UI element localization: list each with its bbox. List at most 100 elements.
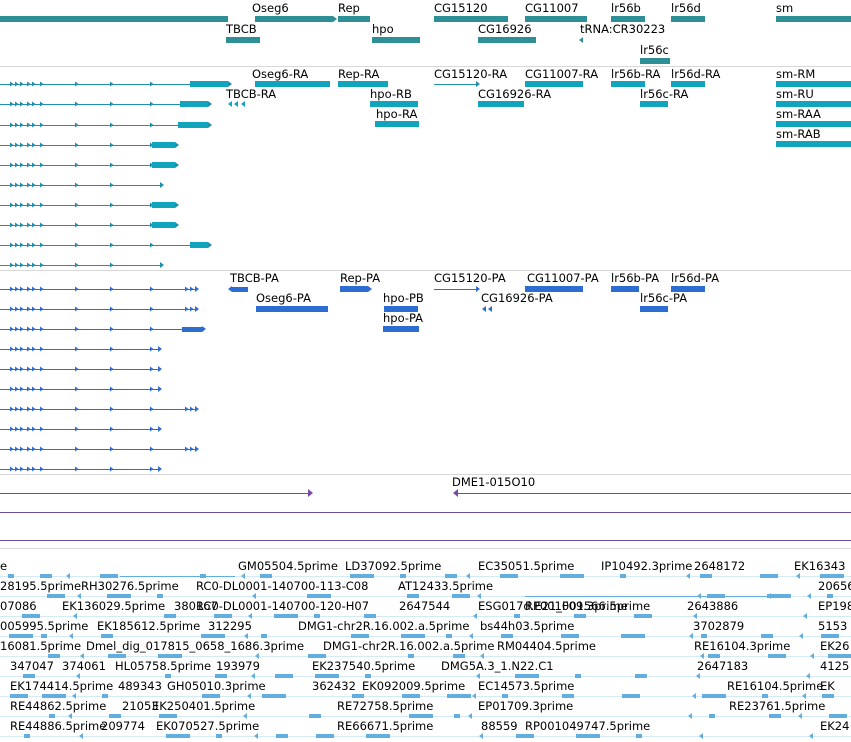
est-label[interactable]: RE16104.3prime xyxy=(694,639,791,653)
transcript-glyph[interactable] xyxy=(370,101,418,107)
exon-arrow[interactable] xyxy=(40,386,44,392)
est-label[interactable]: LD37092.5prime xyxy=(345,559,442,573)
exon-arrow[interactable] xyxy=(20,242,24,248)
exon-arrow[interactable] xyxy=(190,286,194,292)
est-glyph[interactable] xyxy=(562,694,574,698)
est-glyph[interactable] xyxy=(827,594,833,598)
est-glyph[interactable] xyxy=(560,574,584,578)
exon-arrow[interactable] xyxy=(10,386,14,392)
exon-arrow[interactable] xyxy=(27,286,31,292)
exon-arrow[interactable] xyxy=(27,182,31,188)
est-label[interactable]: 20656 xyxy=(818,579,851,593)
est-glyph[interactable] xyxy=(500,574,518,578)
est-label[interactable]: 07086 xyxy=(0,599,37,613)
exon-arrow[interactable] xyxy=(40,346,44,352)
exon-arrow[interactable] xyxy=(10,366,14,372)
exon-arrow[interactable] xyxy=(32,426,36,432)
est-label[interactable]: EK16343 xyxy=(794,559,846,573)
exon-arrow[interactable] xyxy=(75,286,79,292)
transcript-glyph[interactable] xyxy=(152,162,175,168)
est-glyph[interactable] xyxy=(514,614,520,618)
exon-arrow[interactable] xyxy=(32,446,36,452)
exon-arrow[interactable] xyxy=(150,222,154,228)
exon-arrow[interactable] xyxy=(15,346,19,352)
exon-arrow[interactable] xyxy=(40,306,44,312)
transcript-glyph[interactable] xyxy=(228,81,232,87)
est-glyph[interactable] xyxy=(216,734,222,738)
exon-arrow[interactable] xyxy=(10,182,14,188)
est-glyph[interactable] xyxy=(760,574,778,578)
est-glyph[interactable] xyxy=(561,634,579,638)
exon-arrow[interactable] xyxy=(75,262,79,268)
est-label[interactable]: 209774 xyxy=(101,719,145,733)
est-glyph[interactable] xyxy=(308,654,326,658)
exon-arrow[interactable] xyxy=(185,306,189,312)
exon-arrow[interactable] xyxy=(27,346,31,352)
est-glyph[interactable] xyxy=(214,614,232,618)
exon-arrow[interactable] xyxy=(110,142,114,148)
est-label[interactable]: GH05010.3prime xyxy=(167,679,266,693)
est-glyph[interactable] xyxy=(802,693,806,699)
exon-arrow[interactable] xyxy=(110,326,114,332)
est-glyph[interactable] xyxy=(806,673,810,679)
est-label[interactable]: 2643886 xyxy=(687,599,739,613)
est-glyph[interactable] xyxy=(274,614,298,618)
est-glyph[interactable] xyxy=(48,654,60,658)
est-label[interactable]: EK xyxy=(820,679,835,693)
est-glyph[interactable] xyxy=(820,574,844,578)
est-label[interactable]: EK26 xyxy=(820,639,850,653)
exon-arrow[interactable] xyxy=(150,306,154,312)
est-label[interactable]: HL05758.5prime xyxy=(115,659,212,673)
est-glyph[interactable] xyxy=(80,653,84,659)
est-glyph[interactable] xyxy=(480,653,484,659)
transcript-glyph[interactable] xyxy=(190,242,208,248)
exon-arrow[interactable] xyxy=(32,101,36,107)
est-glyph[interactable] xyxy=(23,674,35,678)
est-glyph[interactable] xyxy=(472,693,476,699)
exon-arrow[interactable] xyxy=(75,346,79,352)
exon-arrow[interactable] xyxy=(40,326,44,332)
transcript-glyph[interactable] xyxy=(525,81,583,87)
exon-arrow[interactable] xyxy=(150,286,154,292)
est-glyph[interactable] xyxy=(201,634,225,638)
protein-glyph[interactable] xyxy=(195,406,199,412)
est-label[interactable]: EK250401.5prime xyxy=(152,699,256,713)
exon-arrow[interactable] xyxy=(20,202,24,208)
protein-glyph[interactable] xyxy=(158,426,162,432)
exon-arrow[interactable] xyxy=(20,162,24,168)
transcript-glyph[interactable] xyxy=(671,81,705,87)
est-glyph[interactable] xyxy=(247,693,251,699)
exon-arrow[interactable] xyxy=(40,366,44,372)
exon-arrow[interactable] xyxy=(15,202,19,208)
transcript-glyph[interactable] xyxy=(241,101,245,107)
gene-glyph[interactable] xyxy=(640,58,670,64)
est-label[interactable]: EP198 xyxy=(818,599,851,613)
est-label[interactable]: 16081.5prime xyxy=(0,639,82,653)
exon-arrow[interactable] xyxy=(15,406,19,412)
gene-glyph[interactable] xyxy=(579,37,583,43)
est-label[interactable]: RE16104.5prime xyxy=(727,679,824,693)
exon-arrow[interactable] xyxy=(32,142,36,148)
protein-label[interactable]: lr56c-PA xyxy=(640,291,688,305)
gene-glyph[interactable] xyxy=(0,16,228,22)
transcript-glyph[interactable] xyxy=(776,121,851,127)
est-label[interactable]: EK092009.5prime xyxy=(362,679,466,693)
exon-arrow[interactable] xyxy=(32,466,36,472)
gene-glyph[interactable] xyxy=(333,16,337,22)
exon-arrow[interactable] xyxy=(75,202,79,208)
exon-arrow[interactable] xyxy=(15,426,19,432)
transcript-glyph[interactable] xyxy=(476,81,480,87)
exon-arrow[interactable] xyxy=(10,122,14,128)
est-glyph[interactable] xyxy=(366,734,390,738)
exon-arrow[interactable] xyxy=(150,466,154,472)
est-glyph[interactable] xyxy=(365,674,371,678)
exon-arrow[interactable] xyxy=(32,406,36,412)
transcript-glyph[interactable] xyxy=(152,142,175,148)
exon-arrow[interactable] xyxy=(150,366,154,372)
est-glyph[interactable] xyxy=(402,694,420,698)
est-glyph[interactable] xyxy=(350,574,374,578)
est-glyph[interactable] xyxy=(807,593,811,599)
protein-glyph[interactable] xyxy=(611,286,639,292)
exon-arrow[interactable] xyxy=(27,81,31,87)
